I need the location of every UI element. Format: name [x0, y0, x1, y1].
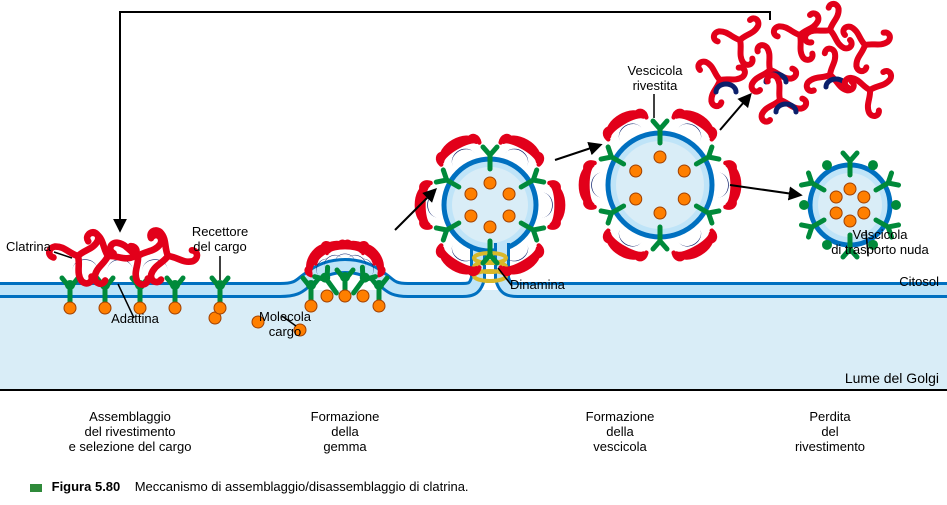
- caption-marker: [30, 484, 42, 492]
- caption-title: Meccanismo di assemblaggio/disassemblagg…: [135, 479, 469, 494]
- label-coated-vesicle: Vescicola rivestita: [610, 64, 700, 94]
- step-1: Assemblaggio del rivestimento e selezion…: [40, 410, 220, 455]
- step-3: Formazione della vescicola: [550, 410, 690, 455]
- label-naked-vesicle: Vescicola di trasporto nuda: [820, 228, 940, 258]
- figure-caption: Figura 5.80 Meccanismo di assemblaggio/d…: [30, 479, 469, 494]
- step-4: Perdita del rivestimento: [760, 410, 900, 455]
- label-receptor: Recettore del cargo: [180, 225, 260, 255]
- label-cargo-molecule: Molecola cargo: [245, 310, 325, 340]
- label-cytosol: Citosol: [879, 275, 939, 290]
- step-2: Formazione della gemma: [275, 410, 415, 455]
- label-dynamin: Dinamina: [510, 278, 590, 293]
- label-golgi-lumen: Lume del Golgi: [819, 370, 939, 386]
- label-clathrin: Clatrina: [6, 240, 61, 255]
- caption-number: Figura 5.80: [52, 479, 121, 494]
- label-adaptin: Adattina: [100, 312, 170, 327]
